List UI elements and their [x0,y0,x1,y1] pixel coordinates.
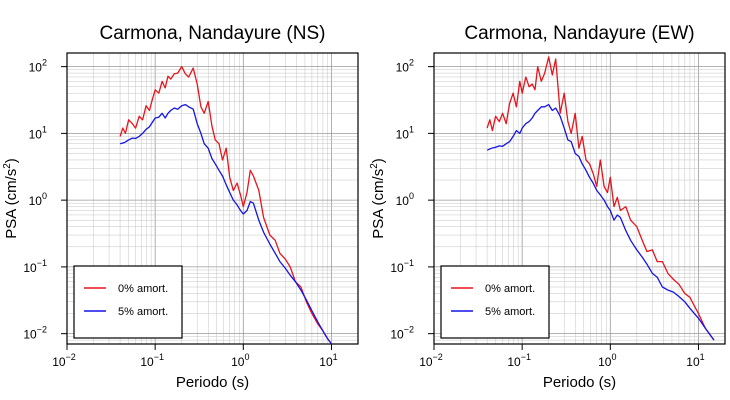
y-axis-label-tail: ) [370,158,387,163]
y-tick-exponent: 1 [409,124,414,134]
y-tick-label: 10−2 [390,325,414,342]
x-tick-exponent: −1 [521,352,531,362]
y-tick-base: 10 [23,328,37,342]
y-tick-label: 100 [396,191,414,208]
y-axis-label: PSA (cm/s2) [2,158,20,239]
y-axis-label-superscript: 2 [369,163,380,169]
y-tick-base: 10 [29,61,43,75]
legend-label: 5% amort. [118,306,168,318]
y-tick-base: 10 [396,61,410,75]
legend-label: 0% amort. [485,283,535,295]
plot-frame [66,52,359,345]
y-tick-label: 101 [29,124,47,141]
x-tick-exponent: 1 [700,352,705,362]
x-tick-label: 10−2 [52,352,76,369]
series-line-damped [486,103,715,341]
y-axis-label-tail: ) [3,158,20,163]
legend-label: 0% amort. [118,283,168,295]
legend-box [440,265,550,339]
legend-box [73,265,183,339]
x-tick-label: 100 [598,352,616,369]
x-tick-label: 10−2 [419,352,443,369]
x-tick-exponent: −2 [433,352,443,362]
x-tick-exponent: −1 [154,352,164,362]
y-tick-label: 10−1 [23,258,47,275]
x-tick-base: 10 [231,355,245,369]
y-tick-label: 101 [396,124,414,141]
x-axis-label: Periodo (s) [176,374,249,391]
y-tick-label: 102 [29,58,47,75]
x-tick-base: 10 [686,355,700,369]
y-tick-base: 10 [29,127,43,141]
x-axis-label: Periodo (s) [543,374,616,391]
grid [66,53,359,345]
x-tick-base: 10 [319,355,333,369]
x-tick-label: 100 [231,352,249,369]
y-tick-exponent: 0 [42,191,47,201]
y-tick-exponent: −2 [37,325,47,335]
y-tick-label: 10−2 [23,325,47,342]
x-tick-label: 10−1 [140,352,164,369]
x-tick-base: 10 [419,355,433,369]
y-tick-exponent: 1 [42,124,47,134]
y-axis-label-base: PSA (cm/s [3,169,20,239]
y-axis-label: PSA (cm/s2) [369,158,387,239]
y-axis-label-superscript: 2 [2,163,13,169]
x-tick-label: 10−1 [507,352,531,369]
y-tick-base: 10 [23,261,37,275]
x-tick-exponent: 0 [611,352,616,362]
y-axis-label-base: PSA (cm/s [370,169,387,239]
legend: 0% amort. 5% amort. [440,265,550,339]
x-tick-label: 101 [319,352,337,369]
y-tick-exponent: −2 [404,325,414,335]
chart-panel-1: 10−2 10−1 100 10110−210−1100101102Carmona, … [2,23,359,391]
x-tick-exponent: 1 [333,352,338,362]
x-tick-exponent: 0 [244,352,249,362]
series-line-undamped [486,56,715,341]
y-tick-exponent: 0 [409,191,414,201]
x-tick-base: 10 [598,355,612,369]
x-tick-base: 10 [140,355,154,369]
x-tick-exponent: −2 [66,352,76,362]
y-tick-exponent: −1 [37,258,47,268]
y-tick-exponent: 2 [42,58,47,68]
legend-label: 5% amort. [485,306,535,318]
y-tick-exponent: 2 [409,58,414,68]
chart-title: Carmona, Nandayure (NS) [100,23,326,44]
y-tick-base: 10 [396,127,410,141]
plot-frame [433,52,726,345]
series-line-damped [119,103,333,345]
x-tick-base: 10 [507,355,521,369]
y-tick-base: 10 [29,194,43,208]
y-tick-label: 10−1 [390,258,414,275]
y-tick-label: 100 [29,191,47,208]
legend: 0% amort. 5% amort. [73,265,183,339]
y-tick-label: 102 [396,58,414,75]
y-tick-base: 10 [390,328,404,342]
y-tick-base: 10 [390,261,404,275]
x-tick-label: 101 [686,352,704,369]
chart-panel-2: 10−2 10−1 100 10110−210−1100101102Carmona, … [369,23,726,391]
x-tick-base: 10 [52,355,66,369]
y-tick-base: 10 [396,194,410,208]
y-tick-exponent: −1 [404,258,414,268]
grid [433,53,726,345]
series-line-undamped [119,65,333,345]
chart-title: Carmona, Nandayure (EW) [464,23,694,44]
